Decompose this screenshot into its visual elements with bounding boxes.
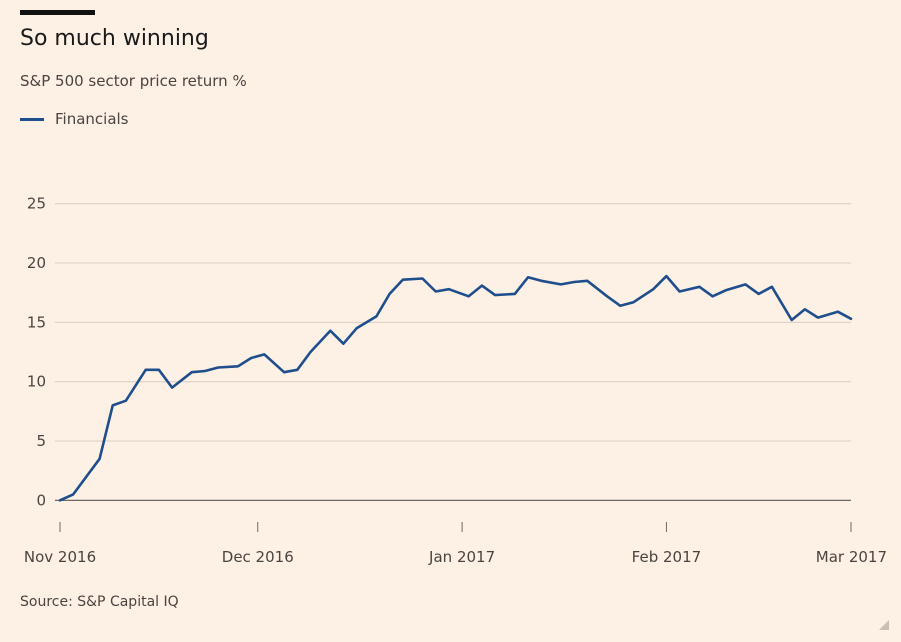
x-axis: Nov 2016 Dec 2016 Jan 2017 Feb 2017 Mar 2017: [24, 522, 887, 566]
y-tick-label: 25: [27, 195, 46, 213]
legend-label: Financials: [55, 110, 129, 128]
x-tick-label: Dec 2016: [222, 548, 294, 566]
x-tick-label: Feb 2017: [632, 548, 702, 566]
x-tick-label: Mar 2017: [816, 548, 887, 566]
chart-legend: Financials: [20, 110, 880, 162]
y-tick-label: 0: [36, 491, 46, 509]
resize-handle-icon: [879, 620, 889, 630]
y-tick-label: 15: [27, 313, 46, 331]
chart-title: So much winning: [20, 26, 209, 51]
y-tick-label: 10: [27, 373, 46, 391]
chart-subtitle: S&P 500 sector price return %: [20, 72, 247, 90]
y-tick-label: 5: [36, 432, 46, 450]
x-tick-label: Nov 2016: [24, 548, 96, 566]
y-grid: 0 5 10 15 20 25: [27, 195, 851, 509]
brand-bar: [20, 10, 95, 15]
y-tick-label: 20: [27, 254, 46, 272]
x-tick-label: Jan 2017: [428, 548, 495, 566]
source-note: Source: S&P Capital IQ: [20, 594, 179, 610]
legend-swatch: [20, 117, 44, 121]
series-lines: [58, 274, 853, 502]
legend-item-financials: Financials: [20, 110, 129, 128]
series-line-financials: [58, 274, 853, 502]
